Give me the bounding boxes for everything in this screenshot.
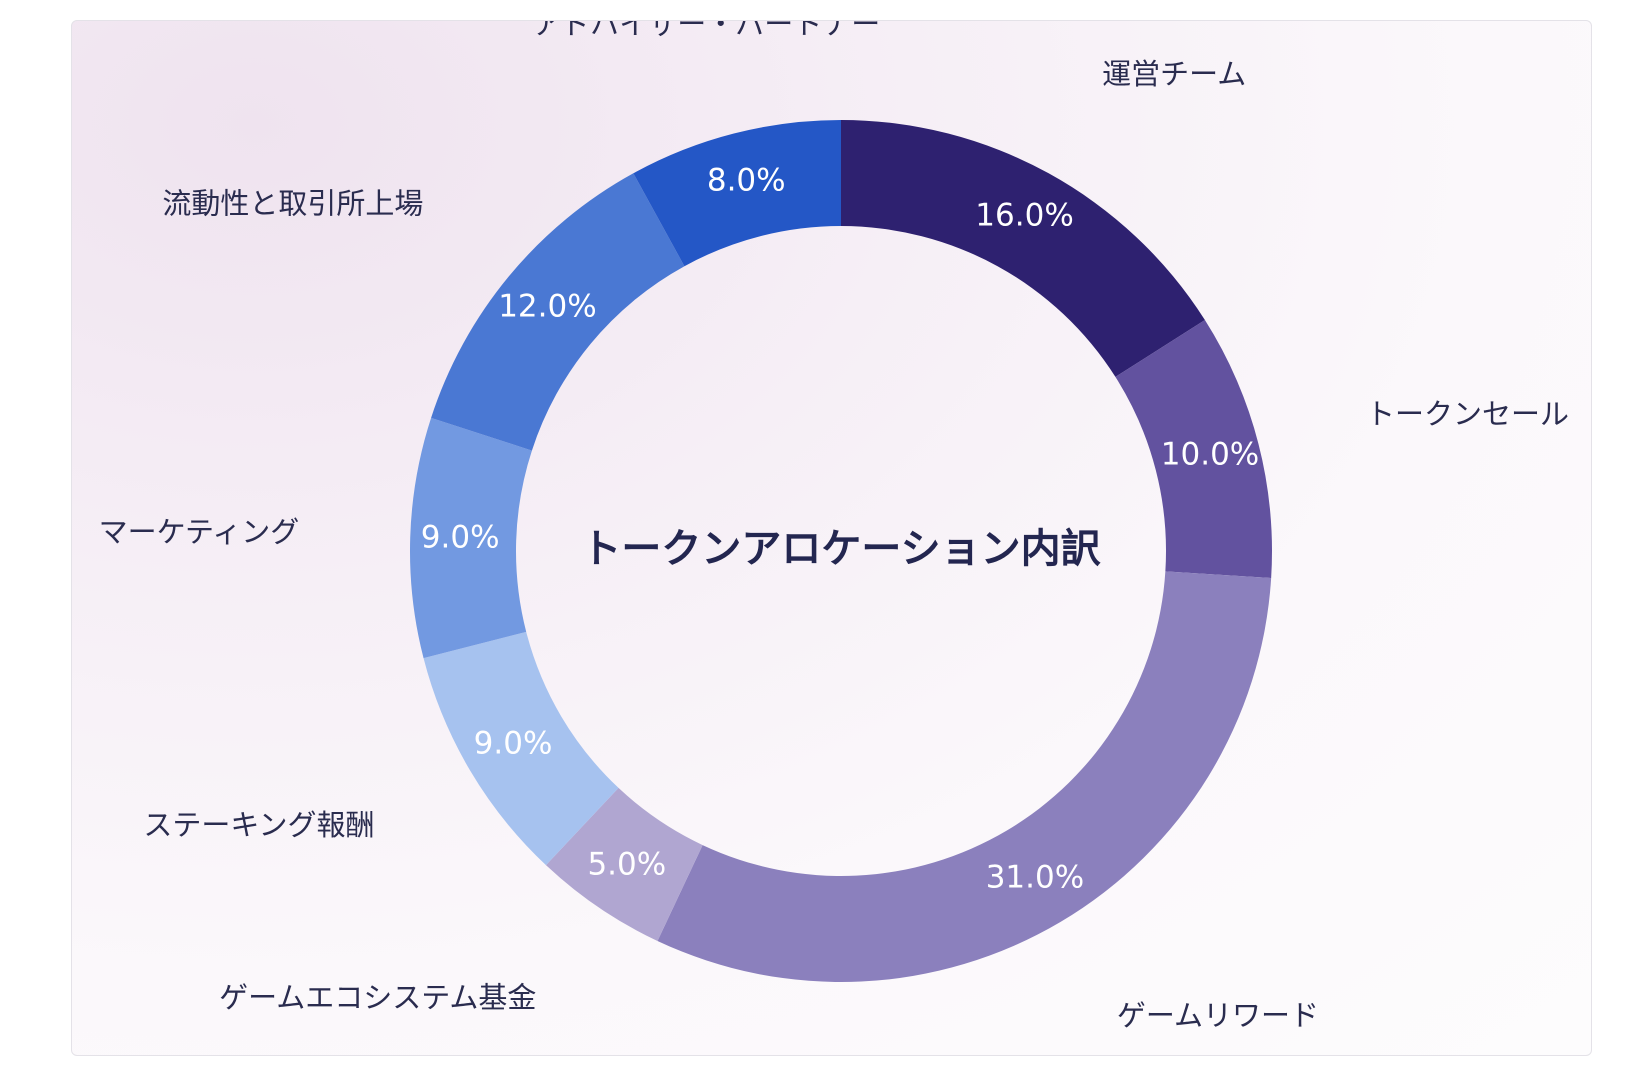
slice-value-label: 12.0% [498, 289, 596, 325]
donut-slice [431, 173, 685, 451]
donut-slice [657, 571, 1272, 982]
donut-chart: 16.0% 10.0% 31.0% 5.0% 9.0% 9.0% 12.0% 8.0% 運営チ… [99, 21, 1569, 1033]
slice-value-label: 9.0% [474, 725, 553, 761]
donut-slice [841, 120, 1205, 377]
slice-category-label: 運営チーム [1102, 57, 1246, 91]
slice-value-label: 31.0% [986, 859, 1084, 895]
slice-value-label: 10.0% [1161, 437, 1259, 473]
donut-slices [410, 120, 1272, 982]
donut-slice [423, 631, 619, 866]
donut-slice [545, 787, 703, 941]
donut-slice [410, 417, 532, 659]
value-labels: 16.0% 10.0% 31.0% 5.0% 9.0% 9.0% 12.0% 8.0% [421, 162, 1259, 895]
slice-category-label: マーケティング [99, 515, 300, 549]
donut-slice [633, 120, 841, 267]
slice-value-label: 16.0% [975, 198, 1073, 234]
chart-card: 16.0% 10.0% 31.0% 5.0% 9.0% 9.0% 12.0% 8.0% 運営チ… [71, 20, 1592, 1056]
slice-category-label: トークンセール [1366, 397, 1569, 431]
slice-value-label: 8.0% [707, 162, 786, 198]
slice-value-label: 9.0% [421, 520, 500, 556]
slice-category-label: 流動性と取引所上場 [162, 187, 423, 221]
slice-category-label: ゲームリワード [1117, 999, 1319, 1033]
slice-category-label: ステーキング報酬 [143, 808, 374, 842]
donut-slice [1115, 320, 1272, 579]
slice-value-label: 5.0% [587, 847, 666, 883]
slice-category-label: ゲームエコシステム基金 [219, 980, 536, 1014]
chart-title: トークンアロケーション内訳 [581, 526, 1101, 572]
slice-category-label: アドバイザー・パートナー [532, 21, 880, 41]
